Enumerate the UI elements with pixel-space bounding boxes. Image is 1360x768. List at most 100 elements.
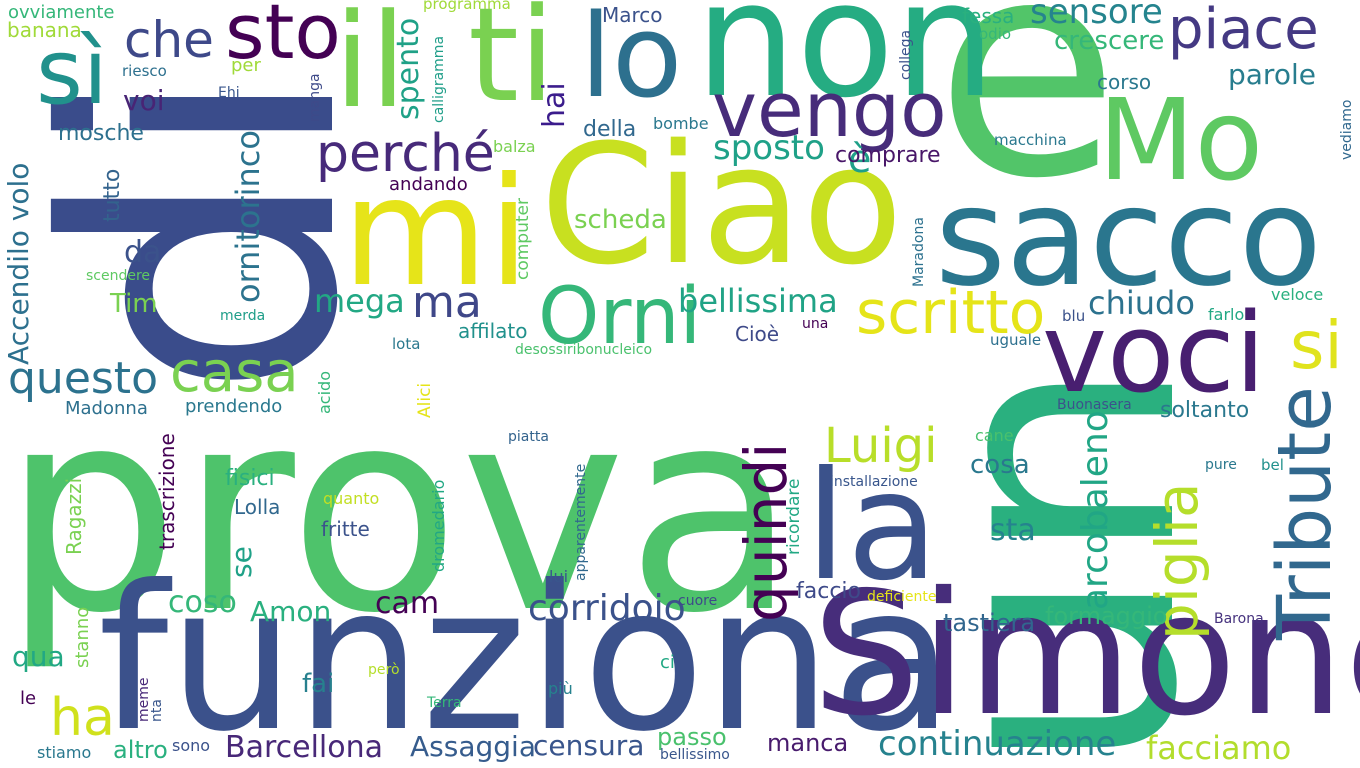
word-mega: mega — [314, 282, 405, 320]
word-scheda: scheda — [574, 205, 667, 235]
word-calligramma: calligramma — [431, 35, 447, 123]
word-affilato: affilato — [458, 319, 528, 343]
word-piu: più — [548, 679, 573, 698]
word-chiudo: chiudo — [1088, 284, 1195, 322]
word-sono: sono — [172, 736, 211, 755]
word-lota: lota — [392, 335, 421, 353]
word-censura: censura — [533, 729, 645, 762]
word-funziona: funziona — [98, 543, 955, 768]
word-programma: programma — [423, 0, 511, 13]
word-altro: altro — [113, 736, 168, 764]
word-Barona: Barona — [1214, 611, 1264, 627]
word-Tribute: Tribute — [1262, 386, 1348, 640]
word-fisici: fisici — [225, 466, 275, 491]
word-deficiente: deficiente — [867, 589, 937, 605]
word-Alici: Alici — [415, 382, 435, 418]
word-hai: hai — [537, 82, 572, 128]
word-questo: questo — [8, 353, 158, 404]
word-bel: bel — [1261, 456, 1284, 474]
word-parole: parole — [1228, 58, 1316, 91]
word-della: della — [583, 117, 637, 142]
word-Orni: Orni — [538, 272, 702, 362]
word-le: le — [20, 688, 37, 709]
word-passo: passo — [657, 723, 727, 751]
word-Ragazzi: Ragazzi — [62, 477, 86, 555]
word-andando: andando — [389, 174, 468, 195]
word-Madonna: Madonna — [65, 398, 148, 419]
word-bellissima: bellissima — [678, 282, 838, 320]
word-ha: ha — [50, 688, 115, 748]
word-manga: manga — [307, 73, 323, 122]
word-pure: pure — [1205, 457, 1237, 473]
word-acido: acido — [315, 371, 334, 414]
word-prendendo: prendendo — [185, 396, 283, 417]
word-voci: voci — [1042, 289, 1266, 417]
word-lui: lui — [549, 567, 569, 586]
word-soltanto: soltanto — [1160, 398, 1250, 423]
word-cosa: cosa — [970, 450, 1030, 480]
word-veloce: veloce — [1271, 285, 1324, 304]
word-corridoio: corridoio — [528, 588, 686, 629]
word-piace: piace — [1168, 0, 1319, 62]
word-merda: merda — [220, 308, 266, 324]
word-formaggio: formaggio — [1045, 602, 1168, 630]
word-non: non — [695, 0, 996, 133]
word-vediamo: vediamo — [1339, 99, 1355, 160]
word-piatta: piatta — [508, 429, 549, 445]
word-casa: casa — [170, 340, 299, 405]
word-arcobaleno: arcobaleno — [1075, 410, 1116, 610]
word-Mo: Mo — [1098, 76, 1264, 206]
word-quanto: quanto — [323, 489, 380, 508]
word-per: per — [231, 55, 261, 76]
word-Ehi: Ehi — [218, 85, 240, 101]
word-sta: sta — [990, 513, 1036, 548]
word-la: la — [805, 440, 939, 614]
word-Buonasera: Buonasera — [1057, 397, 1132, 413]
word-Assaggia: Assaggia — [410, 730, 536, 763]
word-lo: lo — [580, 0, 683, 124]
word-facciamo: facciamo — [1146, 729, 1292, 767]
word-ornitorinco: ornitorinco — [229, 130, 267, 303]
word-installazione: installazione — [830, 474, 918, 490]
word-prova: prova — [2, 349, 798, 675]
word-coso: coso — [168, 585, 237, 620]
word-si-grave: sì — [36, 20, 108, 125]
word-stiamo: stiamo — [37, 743, 92, 762]
word-desossiribonucleico: desossiribonucleico — [515, 342, 653, 358]
word-Marco: Marco — [602, 3, 663, 27]
word-cam: cam — [375, 586, 440, 621]
word-fai: fai — [302, 669, 335, 699]
word-scendere: scendere — [86, 268, 151, 284]
word-voi: voi — [123, 84, 165, 117]
word-nta: nta — [149, 699, 165, 722]
word-qua: qua — [12, 640, 65, 673]
word-Luigi: Luigi — [824, 418, 938, 474]
word-si: si — [1290, 307, 1343, 384]
word-spento: spento — [391, 17, 426, 120]
word-faccio: faccio — [796, 579, 861, 604]
word-fritte: fritte — [321, 517, 370, 541]
word-Ciao: Ciao — [540, 109, 904, 301]
word-cane: cane — [975, 426, 1014, 445]
word-tutto: tutto — [100, 168, 125, 222]
word-Maradona: Maradona — [911, 217, 927, 287]
word-scritto: scritto — [856, 278, 1046, 348]
word-continuazione: continuazione — [878, 724, 1117, 764]
word-il: il — [334, 0, 407, 137]
word-odio: odio — [979, 25, 1012, 43]
word-bellissimo: bellissimo — [660, 747, 730, 763]
word-una: una — [802, 316, 829, 332]
word-corso: corso — [1097, 70, 1152, 94]
word-balza: balza — [493, 137, 536, 156]
word-apparentemente: apparentemente — [573, 463, 589, 581]
word-Lolla: Lolla — [234, 495, 281, 519]
word-sacco: sacco — [935, 159, 1322, 317]
word-da: da — [124, 235, 162, 270]
word-Terra: Terra — [427, 695, 462, 711]
word-crescere: crescere — [1054, 26, 1165, 56]
word-pero: però — [368, 662, 400, 678]
word-Amon: Amon — [250, 595, 332, 628]
word-sto: sto — [225, 0, 341, 76]
word-ti: ti — [468, 0, 556, 131]
